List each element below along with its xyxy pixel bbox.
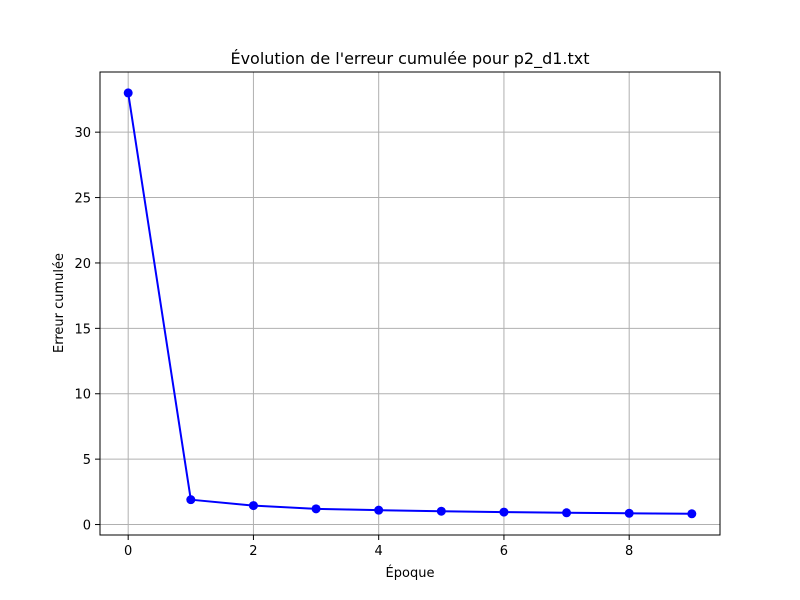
x-tick-label: 0 xyxy=(124,544,132,559)
x-tick-label: 2 xyxy=(249,544,257,559)
y-axis-label: Erreur cumulée xyxy=(52,253,67,353)
y-tick-label: 5 xyxy=(83,453,91,468)
axes-frame xyxy=(99,71,721,536)
data-point xyxy=(624,508,634,518)
y-tick-label: 25 xyxy=(74,192,91,207)
data-point xyxy=(311,504,321,514)
data-point xyxy=(687,509,697,519)
data-point xyxy=(436,506,446,516)
y-tick-label: 10 xyxy=(74,388,91,403)
chart-title: Évolution de l'erreur cumulée pour p2_d1… xyxy=(230,49,589,69)
y-tick-label: 15 xyxy=(74,322,91,337)
data-point xyxy=(123,88,133,98)
series-layer xyxy=(123,88,697,519)
data-point xyxy=(374,505,384,515)
y-tick-label: 20 xyxy=(74,257,91,272)
x-tick-label: 4 xyxy=(375,544,383,559)
x-axis-label: Époque xyxy=(386,565,435,581)
ticks: 0 2 4 6 8 0 5 10 15 20 25 30 xyxy=(74,126,633,559)
series-line xyxy=(127,92,692,515)
y-tick-label: 0 xyxy=(83,519,91,534)
data-point xyxy=(248,501,258,511)
data-point xyxy=(186,495,196,505)
data-point xyxy=(499,507,509,517)
x-tick-label: 8 xyxy=(625,544,633,559)
data-point xyxy=(562,508,572,518)
grid xyxy=(100,72,720,535)
y-tick-label: 30 xyxy=(74,126,91,141)
x-tick-label: 6 xyxy=(500,544,508,559)
